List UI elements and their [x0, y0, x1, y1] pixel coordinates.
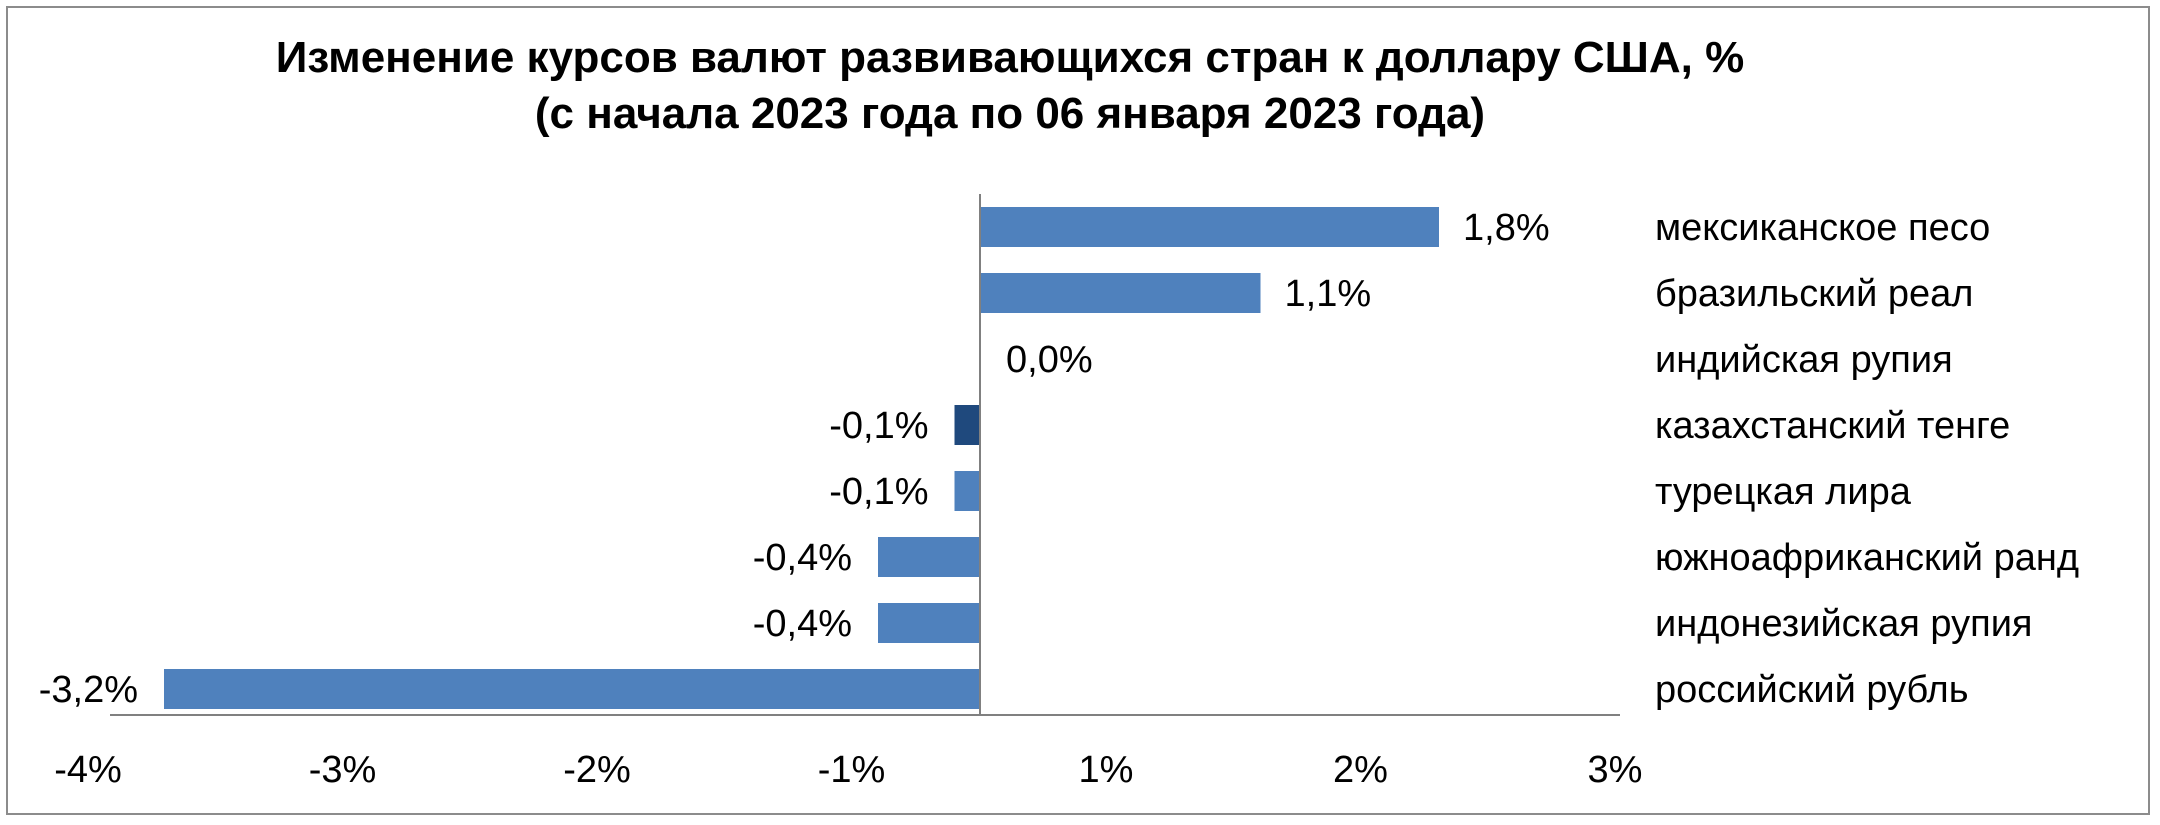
chart-subtitle: (с начала 2023 года по 06 января 2023 го… [534, 89, 1486, 138]
x-tick-label-0: -4% [54, 749, 122, 791]
bar-6 [878, 603, 980, 643]
chart-title-block: Изменение курсов валют развивающихся стр… [0, 30, 2020, 142]
axes-layer [110, 194, 1620, 716]
category-label-4: турецкая лира [1655, 471, 1912, 513]
bar-0 [980, 207, 1439, 247]
bar-5 [878, 537, 980, 577]
x-tick-label-1: -3% [309, 749, 377, 791]
category-label-0: мексиканское песо [1655, 207, 1990, 249]
x-tick-label-3: -1% [818, 749, 886, 791]
chart-title: Изменение курсов валют развивающихся стр… [275, 33, 1745, 82]
data-label-3: -0,1% [829, 405, 928, 447]
data-label-5: -0,4% [753, 537, 852, 579]
bar-1 [980, 273, 1261, 313]
bars-layer [164, 207, 1439, 709]
bar-7 [164, 669, 980, 709]
data-label-0: 1,8% [1463, 207, 1550, 249]
category-label-5: южноафриканский ранд [1655, 537, 2079, 579]
category-label-2: индийская рупия [1655, 339, 1953, 381]
category-label-3: казахстанский тенге [1655, 405, 2010, 447]
category-label-6: индонезийская рупия [1655, 603, 2033, 645]
x-tick-label-2: -2% [563, 749, 631, 791]
bar-3 [954, 405, 980, 445]
labels-layer: 1,8% мексиканское песо 1,1% бразильский реа… [39, 207, 2079, 791]
x-tick-label-5: 2% [1333, 749, 1388, 791]
bar-4 [954, 471, 980, 511]
data-label-4: -0,1% [829, 471, 928, 513]
data-label-7: -3,2% [39, 669, 138, 711]
category-label-1: бразильский реал [1655, 273, 1973, 315]
data-label-6: -0,4% [753, 603, 852, 645]
x-tick-label-4: 1% [1079, 749, 1134, 791]
data-label-2: 0,0% [1006, 339, 1093, 381]
x-tick-label-6: 3% [1588, 749, 1643, 791]
data-label-1: 1,1% [1285, 273, 1372, 315]
category-label-7: российский рубль [1655, 669, 1969, 711]
